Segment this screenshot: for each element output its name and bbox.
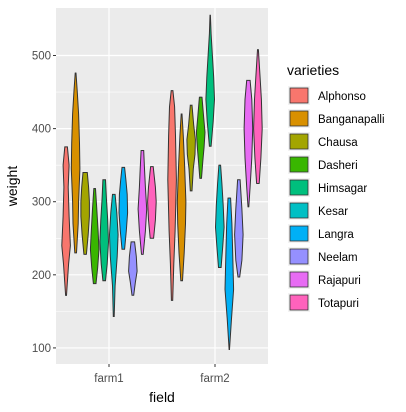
violin-banganapalli-farm2	[176, 113, 187, 282]
violin-rajapuri-farm2	[243, 79, 254, 208]
legend-key-rajapuri	[289, 271, 309, 288]
legend-key-chausa	[289, 133, 309, 150]
legend-label: Kesar	[318, 206, 348, 218]
legend: varieties Alphonso Banganapalli Chausa Dash…	[287, 62, 385, 312]
legend-label: Langra	[318, 229, 354, 241]
gridlines	[56, 8, 268, 364]
violin-alphonso-farm2	[167, 90, 177, 301]
legend-title: varieties	[287, 62, 339, 78]
legend-label: Alphonso	[318, 91, 366, 103]
violin-langra-farm2	[224, 197, 235, 350]
legend-key-alphonso	[289, 87, 309, 104]
violin-neelam-farm1	[128, 241, 138, 296]
legend-label: Neelam	[318, 252, 358, 264]
violin-chausa-farm2	[186, 104, 196, 192]
y-tick-label: 100	[32, 343, 51, 355]
violin-totapuri-farm2	[253, 49, 263, 184]
violin-rajapuri-farm1	[137, 149, 148, 255]
legend-label: Banganapalli	[318, 114, 385, 126]
legend-key-kesar	[289, 202, 309, 219]
legend-key-neelam	[289, 248, 309, 265]
x-axis: farm1 farm2	[94, 364, 230, 385]
legend-label: Himsagar	[318, 183, 367, 195]
violin-banganapalli-farm1	[70, 72, 81, 254]
violin-dasheri-farm2	[195, 96, 206, 179]
legend-key-langra	[289, 225, 309, 242]
y-axis-title: weight	[4, 166, 20, 208]
violin-himsagar-farm2	[205, 14, 216, 147]
y-axis: 100 200 300 400 500	[32, 51, 56, 355]
legend-label: Rajapuri	[318, 275, 361, 287]
y-tick-label: 400	[32, 124, 51, 136]
legend-label: Totapuri	[318, 298, 359, 310]
legend-key-banganapalli	[289, 110, 309, 127]
y-tick-label: 200	[32, 270, 51, 282]
legend-key-totapuri	[289, 294, 309, 311]
x-tick-label: farm1	[94, 373, 123, 385]
legend-label: Chausa	[318, 137, 358, 149]
violin-dasheri-farm1	[89, 188, 100, 285]
y-tick-label: 500	[32, 51, 51, 63]
violin-chausa-farm1	[80, 171, 90, 255]
violin-totapuri-farm1	[147, 166, 157, 239]
violin-alphonso-farm1	[61, 146, 71, 296]
x-axis-title: field	[149, 389, 175, 405]
legend-label: Dasheri	[318, 160, 358, 172]
legend-key-himsagar	[289, 179, 309, 196]
violin-kesar-farm2	[214, 164, 225, 269]
violins	[61, 14, 263, 350]
x-tick-label: farm2	[200, 373, 229, 385]
legend-key-dasheri	[289, 156, 309, 173]
violin-langra-farm1	[118, 166, 129, 250]
violin-himsagar-farm1	[99, 179, 110, 282]
violin-kesar-farm1	[108, 193, 119, 318]
violin-neelam-farm2	[234, 179, 244, 278]
y-tick-label: 300	[32, 197, 51, 209]
